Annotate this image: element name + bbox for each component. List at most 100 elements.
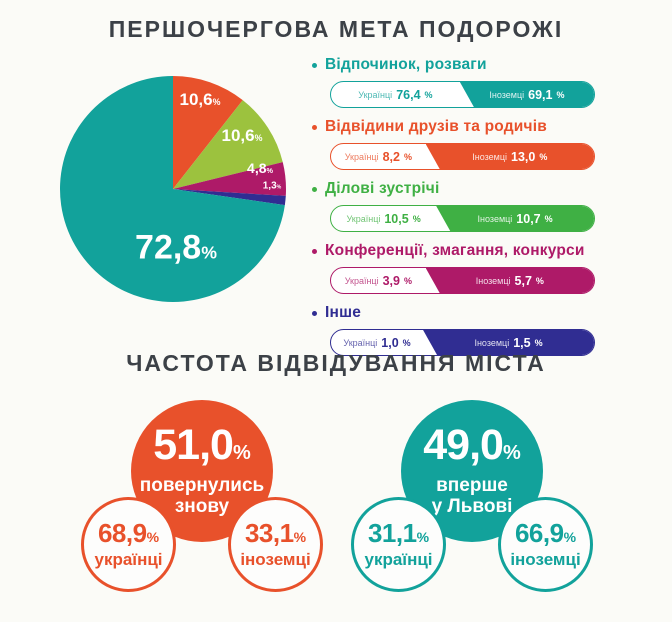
frequency-sub-circle: 33,1% іноземці <box>228 497 323 592</box>
pill-foreigners: Іноземці 1,5% <box>423 330 594 355</box>
legend-pill: Українці 8,2% Іноземці 13,0% <box>330 143 595 170</box>
frequency-sub-value: 33,1% <box>244 518 307 548</box>
pill-foreigners-value: 1,5 <box>513 335 531 350</box>
pill-ukrainians-value: 8,2 <box>382 149 400 164</box>
percent-sign: % <box>502 442 521 464</box>
legend-item: Конференції, змагання, конкурси Українці… <box>312 242 622 294</box>
frequency-group: 49,0% вперше у Львові 31,1% українці 66,9… <box>270 0 672 622</box>
bullet-icon <box>312 186 317 192</box>
pill-foreigners-word: Іноземці <box>475 275 511 286</box>
pill-foreigners: Іноземці 69,1% <box>459 82 594 107</box>
pie-chart-svg <box>60 76 286 302</box>
pill-ukrainians-value: 76,4 <box>396 87 421 102</box>
pill-foreigners-word: Іноземці <box>489 89 525 100</box>
legend-item-label: Ділові зустрічі <box>325 180 440 197</box>
pill-ukrainians-value: 10,5 <box>384 211 409 226</box>
percent-sign: % <box>403 275 412 286</box>
pill-ukrainians-word: Українці <box>344 275 379 286</box>
legend-item-title-row: Відвідини друзів та родичів <box>312 118 622 136</box>
pill-ukrainians: Українці 10,5% <box>331 206 436 231</box>
frequency-main-caption: вперше у Львові <box>432 475 513 517</box>
pill-foreigners: Іноземці 5,7% <box>425 268 594 293</box>
percent-sign: % <box>416 529 430 545</box>
pill-ukrainians-word: Українці <box>346 213 381 224</box>
frequency-sub-circle: 31,1% українці <box>351 497 446 592</box>
legend-pill: Українці 1,0% Іноземці 1,5% <box>330 329 595 356</box>
percent-sign: % <box>539 151 548 162</box>
pie-slice-label: 72,8% <box>135 228 217 267</box>
legend: Відпочинок, розваги Українці 76,4% Інозе… <box>312 56 622 366</box>
pie-slice <box>173 162 286 196</box>
caption-line: вперше <box>436 475 508 496</box>
bullet-icon <box>312 124 317 130</box>
pill-ukrainians: Українці 1,0% <box>331 330 423 355</box>
percent-sign: % <box>232 442 251 464</box>
percent-sign: % <box>266 166 273 175</box>
legend-item-label: Відпочинок, розваги <box>325 56 487 73</box>
legend-item-label: Конференції, змагання, конкурси <box>325 242 585 259</box>
pill-foreigners-value: 5,7 <box>514 273 532 288</box>
legend-item: Відпочинок, розваги Українці 76,4% Інозе… <box>312 56 622 108</box>
legend-item-title-row: Відпочинок, розваги <box>312 56 622 74</box>
caption-line: повернулись <box>139 475 265 496</box>
pill-ukrainians: Українці 76,4% <box>331 82 460 107</box>
pie-slice <box>173 189 286 206</box>
percent-sign: % <box>254 133 263 143</box>
frequency-sub-value: 66,9% <box>514 518 577 548</box>
pill-ukrainians-word: Українці <box>343 337 378 348</box>
pill-foreigners-word: Іноземці <box>474 337 510 348</box>
percent-sign: % <box>146 529 160 545</box>
pill-foreigners: Іноземці 13,0% <box>425 144 594 169</box>
bullet-icon <box>312 62 317 68</box>
frequency-main-value: 49,0% <box>423 421 521 469</box>
legend-item-title-row: Конференції, змагання, конкурси <box>312 242 622 260</box>
legend-pill: Українці 3,9% Іноземці 5,7% <box>330 267 595 294</box>
pill-foreigners-value: 69,1 <box>528 87 553 102</box>
legend-item-label: Інше <box>325 304 362 321</box>
legend-item: Відвідини друзів та родичів Українці 8,2… <box>312 118 622 170</box>
pill-ukrainians-word: Українці <box>344 151 379 162</box>
pill-ukrainians-value: 1,0 <box>381 335 399 350</box>
pill-foreigners-value: 13,0 <box>511 149 536 164</box>
legend-pill: Українці 76,4% Іноземці 69,1% <box>330 81 595 108</box>
frequency-sub-label: українці <box>364 550 433 569</box>
percent-sign: % <box>424 89 433 100</box>
pie-slice-label: 4,8% <box>247 160 273 176</box>
percent-sign: % <box>534 337 543 348</box>
pie-slice <box>173 100 283 189</box>
pie-slice-label: 10,6% <box>221 126 263 145</box>
percent-sign: % <box>412 213 421 224</box>
percent-sign: % <box>201 242 217 263</box>
frequency-sub-label: іноземці <box>510 550 581 569</box>
caption-line: у Львові <box>431 496 513 517</box>
caption-line: знову <box>174 496 230 517</box>
pill-ukrainians-word: Українці <box>358 89 393 100</box>
pill-ukrainians: Українці 8,2% <box>331 144 426 169</box>
legend-item: Інше Українці 1,0% Іноземці 1,5% <box>312 304 622 356</box>
frequency-section-title: ЧАСТОТА ВІДВІДУВАННЯ МІСТА <box>126 350 546 376</box>
pie-slice <box>60 76 285 302</box>
percent-sign: % <box>563 529 577 545</box>
percent-sign: % <box>276 184 282 191</box>
legend-pill: Українці 10,5% Іноземці 10,7% <box>330 205 595 232</box>
pill-foreigners-value: 10,7 <box>516 211 541 226</box>
percent-sign: % <box>402 337 411 348</box>
legend-item-title-row: Інше <box>312 304 622 322</box>
pie-slice <box>173 76 243 189</box>
bullet-icon <box>312 310 317 316</box>
percent-sign: % <box>212 97 221 107</box>
pill-foreigners: Іноземці 10,7% <box>436 206 594 231</box>
frequency-main-caption: повернулись знову <box>140 475 264 517</box>
percent-sign: % <box>544 213 553 224</box>
frequency-main-value: 51,0% <box>153 421 251 469</box>
pill-foreigners-word: Іноземці <box>477 213 513 224</box>
percent-sign: % <box>556 89 565 100</box>
frequency-sub-label: іноземці <box>240 550 311 569</box>
frequency-sub-label: українці <box>94 550 163 569</box>
pill-ukrainians-value: 3,9 <box>382 273 400 288</box>
percent-sign: % <box>293 529 307 545</box>
pie-slice-label: 1,3% <box>262 180 282 192</box>
legend-item-label: Відвідини друзів та родичів <box>325 118 547 135</box>
